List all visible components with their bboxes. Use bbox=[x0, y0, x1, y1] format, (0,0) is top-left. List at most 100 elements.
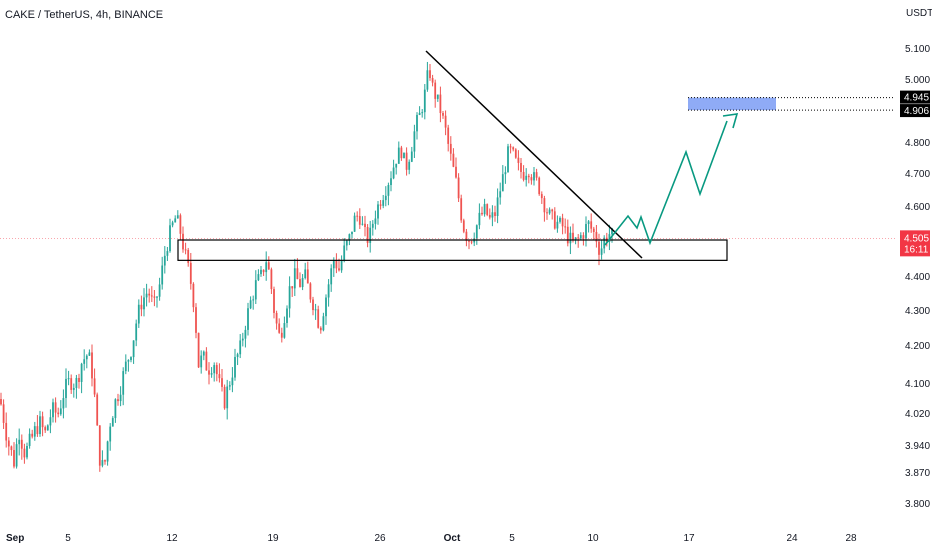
candle-body bbox=[158, 284, 161, 297]
candle-body bbox=[124, 361, 127, 372]
candle-body bbox=[31, 433, 34, 437]
candle-body bbox=[109, 426, 112, 442]
candle-body bbox=[111, 418, 114, 427]
candle-body bbox=[306, 269, 309, 284]
candle-body bbox=[226, 386, 229, 409]
candle-body bbox=[46, 425, 49, 431]
price-axis[interactable]: 5.1005.0004.9004.8004.7004.6004.5004.400… bbox=[900, 44, 930, 510]
candle-body bbox=[392, 167, 395, 179]
date-tick-label: Oct bbox=[444, 533, 461, 544]
candle-body bbox=[468, 240, 470, 242]
target-zone-rect bbox=[688, 97, 776, 111]
candle-body bbox=[163, 255, 166, 266]
candle-body bbox=[85, 355, 88, 360]
candle-body bbox=[145, 293, 148, 298]
candle-body bbox=[44, 427, 47, 431]
candle-body bbox=[400, 147, 403, 159]
candle-body bbox=[218, 374, 221, 379]
candle-body bbox=[488, 214, 491, 218]
candle-body bbox=[208, 370, 210, 375]
candle-body bbox=[127, 360, 130, 362]
date-tick-label: 24 bbox=[786, 533, 798, 544]
candle-body bbox=[384, 195, 387, 201]
price-tick-label: 4.700 bbox=[905, 169, 930, 180]
candle-body bbox=[592, 228, 595, 232]
target-upper-price-label: 4.945 bbox=[904, 93, 929, 104]
candle-body bbox=[587, 221, 590, 225]
candle-body bbox=[351, 231, 353, 235]
candle-body bbox=[286, 308, 288, 324]
last-price-badge bbox=[900, 230, 930, 257]
candle-body bbox=[566, 226, 569, 244]
candle-body bbox=[423, 89, 426, 113]
candle-body bbox=[122, 371, 125, 395]
candle-body bbox=[348, 234, 351, 241]
candle-body bbox=[228, 385, 231, 387]
price-tick-label: 4.200 bbox=[905, 341, 930, 352]
candle-body bbox=[517, 157, 520, 163]
candle-body bbox=[452, 153, 455, 167]
candle-body bbox=[501, 174, 504, 192]
candle-body bbox=[572, 232, 574, 241]
candle-body bbox=[10, 446, 13, 451]
candle-body bbox=[189, 262, 192, 284]
candle-body bbox=[585, 224, 587, 239]
candle-body bbox=[197, 332, 200, 368]
candle-body bbox=[200, 355, 203, 368]
candle-body bbox=[195, 307, 197, 333]
currency-label: USDT bbox=[906, 8, 932, 19]
candle-body bbox=[135, 323, 138, 341]
target-lower-price-label-bg bbox=[900, 104, 930, 118]
candle-body bbox=[522, 171, 525, 180]
candle-body bbox=[556, 221, 559, 229]
price-tick-label: 3.800 bbox=[905, 499, 930, 510]
candle-body bbox=[210, 373, 213, 375]
candle-body bbox=[106, 441, 109, 462]
candle-body bbox=[345, 240, 348, 246]
candle-body bbox=[543, 198, 546, 213]
candle-body bbox=[475, 225, 478, 239]
candle-body bbox=[166, 251, 169, 256]
price-tick-label: 4.300 bbox=[905, 306, 930, 317]
candle-body bbox=[257, 274, 260, 281]
candle-body bbox=[499, 191, 502, 198]
candle-body bbox=[358, 216, 361, 225]
candle-body bbox=[283, 323, 286, 338]
candle-body bbox=[483, 204, 486, 215]
candle-body bbox=[54, 402, 57, 413]
candle-body bbox=[96, 394, 99, 426]
candle-body bbox=[397, 147, 400, 164]
candle-body bbox=[7, 440, 10, 447]
candle-body bbox=[410, 151, 413, 162]
candle-body bbox=[603, 237, 606, 249]
candle-body bbox=[148, 293, 151, 296]
candle-body bbox=[23, 448, 26, 458]
candle-body bbox=[486, 204, 489, 215]
candle-body bbox=[361, 223, 364, 225]
candle-body bbox=[340, 260, 343, 271]
candle-body bbox=[280, 332, 283, 338]
candle-body bbox=[291, 286, 294, 289]
candle-body bbox=[600, 248, 603, 255]
date-tick-label: 12 bbox=[166, 533, 178, 544]
candle-body bbox=[169, 225, 171, 252]
candle-body bbox=[457, 177, 460, 199]
candle-body bbox=[265, 262, 268, 273]
candle-body bbox=[67, 378, 70, 380]
candle-body bbox=[444, 115, 447, 128]
candle-body bbox=[101, 460, 104, 466]
time-axis[interactable]: Sep 5 12 19 26 Oct 5 10 17 24 28 bbox=[6, 533, 857, 544]
candle-body bbox=[78, 377, 80, 382]
candle-body bbox=[535, 172, 538, 178]
candle-body bbox=[611, 228, 613, 235]
candle-body bbox=[366, 227, 369, 243]
candle-body bbox=[192, 283, 195, 308]
target-lower-price-label: 4.906 bbox=[904, 106, 929, 117]
candle-body bbox=[241, 338, 244, 341]
candle-body bbox=[369, 227, 372, 243]
candle-body bbox=[548, 209, 551, 214]
candle-body bbox=[213, 365, 216, 374]
date-tick-label: 17 bbox=[683, 533, 695, 544]
candle-body bbox=[504, 172, 507, 175]
